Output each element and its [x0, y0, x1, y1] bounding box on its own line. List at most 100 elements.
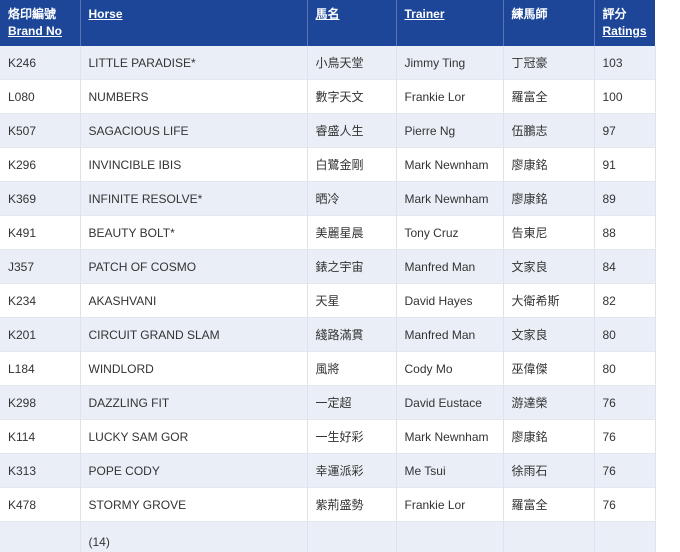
- table-row: K296 INVINCIBLE IBIS 白鷺金剛 Mark Newnham 廖康銘 91: [0, 147, 656, 182]
- trainer-cell: David Eustace: [396, 385, 504, 420]
- table-row: K491 BEAUTY BOLT* 美麗星晨 Tony Cruz 告東尼 88: [0, 215, 656, 250]
- brand-no-cell: K234: [0, 283, 81, 318]
- rating-cell: 80: [594, 317, 656, 352]
- trainer-cn-cell: 丁冠豪: [503, 46, 595, 80]
- horse-ratings-table: 烙印編號 Brand No Horse 馬名 Trainer 練馬師 評分 Ra: [0, 0, 656, 552]
- horse-name-cell: NUMBERS: [80, 79, 308, 114]
- brand-no-header-cn: 烙印編號: [8, 7, 57, 21]
- ratings-sort-link[interactable]: Ratings: [602, 24, 647, 38]
- brand-no-cell: L080: [0, 79, 81, 114]
- footer-empty-cell: [396, 521, 504, 552]
- rating-cell: 91: [594, 147, 656, 182]
- footer-empty-cell: [0, 521, 81, 552]
- horse-name-cn-cell: 美麗星晨: [307, 215, 397, 250]
- horse-name-cn-cell: 小鳥天堂: [307, 46, 397, 80]
- trainer-cell: Frankie Lor: [396, 79, 504, 114]
- horse-name-cell: BEAUTY BOLT*: [80, 215, 308, 250]
- brand-no-sort-link[interactable]: Brand No: [8, 24, 62, 38]
- rating-cell: 76: [594, 419, 656, 454]
- brand-no-cell: J357: [0, 249, 81, 284]
- trainer-cn-cell: 大衛希斯: [503, 283, 595, 318]
- table-header: 烙印編號 Brand No Horse 馬名 Trainer 練馬師 評分 Ra: [0, 0, 655, 46]
- trainer-sort-link[interactable]: Trainer: [404, 7, 445, 21]
- trainer-cell: Manfred Man: [396, 317, 504, 352]
- col-header-brand-no: 烙印編號 Brand No: [0, 0, 81, 46]
- horse-name-cn-cell: 風將: [307, 351, 397, 386]
- col-header-horse-name-cn: 馬名: [307, 0, 397, 46]
- horse-name-cell: AKASHVANI: [80, 283, 308, 318]
- trainer-cell: Pierre Ng: [396, 113, 504, 148]
- horse-count-label: (14): [80, 521, 308, 552]
- horse-name-cell: INFINITE RESOLVE*: [80, 181, 308, 216]
- brand-no-cell: K201: [0, 317, 81, 352]
- horse-name-cell: INVINCIBLE IBIS: [80, 147, 308, 182]
- table-row: K369 INFINITE RESOLVE* 晒冷 Mark Newnham 廖康銘 89: [0, 181, 656, 216]
- trainer-cell: Mark Newnham: [396, 181, 504, 216]
- brand-no-cell: L184: [0, 351, 81, 386]
- col-header-trainer-cn: 練馬師: [503, 0, 595, 46]
- trainer-cell: Frankie Lor: [396, 487, 504, 522]
- horse-name-cell: PATCH OF COSMO: [80, 249, 308, 284]
- horse-name-cn-cell: 幸運派彩: [307, 453, 397, 488]
- trainer-cn-cell: 伍鵬志: [503, 113, 595, 148]
- rating-cell: 76: [594, 453, 656, 488]
- table-row: K246 LITTLE PARADISE* 小鳥天堂 Jimmy Ting 丁冠豪 103: [0, 46, 656, 80]
- footer-empty-cell: [307, 521, 397, 552]
- trainer-cell: David Hayes: [396, 283, 504, 318]
- trainer-cn-cell: 游達榮: [503, 385, 595, 420]
- brand-no-cell: K478: [0, 487, 81, 522]
- brand-no-cell: K313: [0, 453, 81, 488]
- rating-cell: 100: [594, 79, 656, 114]
- trainer-cell: Tony Cruz: [396, 215, 504, 250]
- table-row: K234 AKASHVANI 天星 David Hayes 大衛希斯 82: [0, 283, 656, 318]
- footer-empty-cell: [503, 521, 595, 552]
- table-body: K246 LITTLE PARADISE* 小鳥天堂 Jimmy Ting 丁冠豪 103…: [0, 46, 656, 552]
- trainer-cn-cell: 文家良: [503, 317, 595, 352]
- trainer-cn-header: 練馬師: [511, 7, 548, 21]
- header-row: 烙印編號 Brand No Horse 馬名 Trainer 練馬師 評分 Ra: [0, 0, 655, 46]
- brand-no-cell: K246: [0, 46, 81, 80]
- table-row: K313 POPE CODY 幸運派彩 Me Tsui 徐雨石 76: [0, 453, 656, 488]
- table-row: K298 DAZZLING FIT 一定超 David Eustace 游達榮 76: [0, 385, 656, 420]
- col-header-trainer: Trainer: [396, 0, 504, 46]
- table-row: J357 PATCH OF COSMO 錶之宇宙 Manfred Man 文家良 84: [0, 249, 656, 284]
- horse-name-cell: STORMY GROVE: [80, 487, 308, 522]
- rating-cell: 84: [594, 249, 656, 284]
- table-row: L184 WINDLORD 風將 Cody Mo 巫偉傑 80: [0, 351, 656, 386]
- brand-no-cell: K298: [0, 385, 81, 420]
- trainer-cn-cell: 廖康銘: [503, 147, 595, 182]
- trainer-cell: Me Tsui: [396, 453, 504, 488]
- brand-no-cell: K296: [0, 147, 81, 182]
- horse-name-cell: POPE CODY: [80, 453, 308, 488]
- horse-name-cell: SAGACIOUS LIFE: [80, 113, 308, 148]
- table-row: L080 NUMBERS 數字天文 Frankie Lor 羅富全 100: [0, 79, 656, 114]
- horse-name-cn-cell: 一定超: [307, 385, 397, 420]
- horse-name-cn-cell: 天星: [307, 283, 397, 318]
- horse-name-cn-cell: 錶之宇宙: [307, 249, 397, 284]
- horse-name-cn-cell: 數字天文: [307, 79, 397, 114]
- rating-cell: 103: [594, 46, 656, 80]
- horse-name-cn-cell: 綫路滿貫: [307, 317, 397, 352]
- trainer-cell: Cody Mo: [396, 351, 504, 386]
- horse-name-cn-sort-link[interactable]: 馬名: [315, 7, 340, 21]
- trainer-cn-cell: 羅富全: [503, 79, 595, 114]
- brand-no-cell: K369: [0, 181, 81, 216]
- trainer-cell: Mark Newnham: [396, 147, 504, 182]
- table-row: K201 CIRCUIT GRAND SLAM 綫路滿貫 Manfred Man 文家良…: [0, 317, 656, 352]
- horse-name-cell: LUCKY SAM GOR: [80, 419, 308, 454]
- horse-name-cn-cell: 紫荊盛勢: [307, 487, 397, 522]
- rating-cell: 76: [594, 385, 656, 420]
- horse-name-cell: WINDLORD: [80, 351, 308, 386]
- horse-name-cn-cell: 白鷺金剛: [307, 147, 397, 182]
- trainer-cn-cell: 廖康銘: [503, 181, 595, 216]
- rating-cell: 89: [594, 181, 656, 216]
- col-header-ratings: 評分 Ratings: [594, 0, 655, 46]
- table-row: K114 LUCKY SAM GOR 一生好彩 Mark Newnham 廖康銘 76: [0, 419, 656, 454]
- horse-sort-link[interactable]: Horse: [88, 7, 123, 21]
- brand-no-cell: K507: [0, 113, 81, 148]
- trainer-cell: Mark Newnham: [396, 419, 504, 454]
- trainer-cn-cell: 徐雨石: [503, 453, 595, 488]
- horse-name-cell: DAZZLING FIT: [80, 385, 308, 420]
- horse-name-cn-cell: 晒冷: [307, 181, 397, 216]
- footer-empty-cell: [594, 521, 656, 552]
